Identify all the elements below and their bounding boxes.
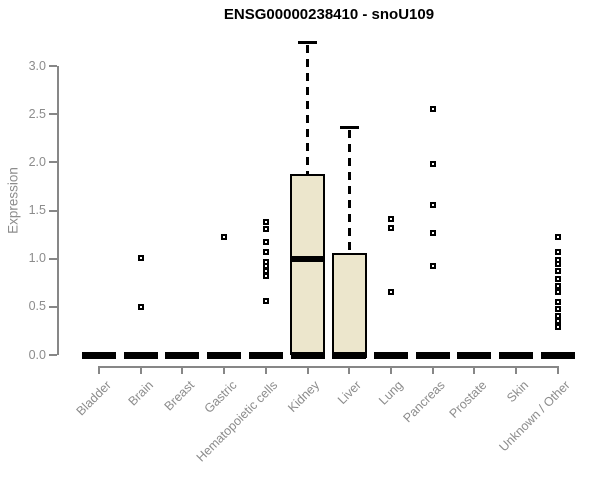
upper-whisker-cap-kidney [298,41,317,45]
y-tick-mark [49,257,57,260]
y-tick-label: 2.5 [28,106,46,121]
zero-bar-gastric [207,351,242,359]
box-kidney [290,173,325,355]
upper-whisker-cap-liver [339,126,359,130]
outlier-point-unknown-other [554,233,561,240]
outlier-point-brain [137,303,144,310]
outlier-point-unknown-other [554,324,561,331]
x-tick-mark [515,366,517,374]
y-tick-mark [49,65,57,67]
chart-title: ENSG00000238410 - snoU109 [223,6,435,23]
x-tick-label-hematopoietic-cells: Hematopoietic cells [194,378,281,465]
outlier-point-hematopoietic-cells [262,225,269,232]
outlier-point-pancreas [429,161,436,168]
outlier-point-lung [387,224,394,231]
x-tick-mark [139,366,142,374]
zero-bar-hematopoietic-cells [248,351,283,359]
zero-bar-breast [165,351,200,359]
upper-whisker-kidney [306,44,309,174]
y-tick-label: 3.0 [28,58,46,73]
outlier-point-unknown-other [554,282,561,289]
outlier-point-unknown-other [554,275,561,282]
y-tick-label: 1.5 [28,203,46,217]
outlier-point-unknown-other [554,299,561,306]
x-tick-mark [389,366,392,374]
box-liver [331,252,367,355]
outlier-point-hematopoietic-cells [262,239,269,246]
x-tick-label-liver: Liver [335,378,365,408]
y-tick-mark [49,305,57,308]
y-tick-mark [49,209,57,212]
y-tick-label: 2.0 [28,154,46,169]
x-tick-mark [431,366,434,374]
upper-whisker-liver [347,129,351,253]
zero-bar-unknown-other [540,351,575,359]
outlier-point-unknown-other [554,305,561,312]
x-tick-label-skin: Skin [503,378,531,406]
x-tick-mark [556,366,559,374]
outlier-point-unknown-other [554,312,561,319]
y-axis-line [57,66,59,355]
zero-bar-kidney [290,351,325,359]
outlier-point-lung [387,289,394,296]
outlier-point-unknown-other [554,261,561,268]
outlier-point-unknown-other [554,248,561,255]
outlier-point-pancreas [429,106,436,113]
x-tick-label-gastric: Gastric [201,378,240,416]
outlier-point-lung [387,216,394,223]
x-tick-mark [98,366,100,374]
x-tick-label-pancreas: Pancreas [400,378,448,426]
x-tick-label-prostate: Prostate [446,378,490,421]
outlier-point-pancreas [429,263,436,270]
y-tick-label: 0.0 [28,347,46,362]
zero-bar-prostate [457,351,492,359]
y-tick-label: 0.5 [28,299,46,314]
outlier-point-hematopoietic-cells [262,298,269,305]
y-tick-mark [49,113,57,116]
x-tick-mark [181,366,184,374]
zero-bar-lung [373,351,408,359]
zero-bar-brain [123,351,158,359]
outlier-point-gastric [221,234,228,241]
y-tick-label: 1.0 [28,251,46,266]
y-tick-mark [49,161,57,164]
outlier-point-pancreas [429,229,436,236]
outlier-point-hematopoietic-cells [262,219,269,226]
x-axis-line [99,366,559,368]
x-tick-label-bladder: Bladder [73,378,114,419]
x-tick-label-breast: Breast [161,378,198,414]
x-tick-mark [473,366,476,374]
outlier-point-hematopoietic-cells [262,273,269,279]
zero-bar-pancreas [415,351,450,359]
outlier-point-hematopoietic-cells [262,248,269,255]
median-line-kidney [290,255,325,262]
outlier-point-unknown-other [554,318,561,325]
x-tick-mark [348,366,351,374]
zero-bar-bladder [82,351,116,359]
x-tick-label-brain: Brain [125,378,156,409]
outlier-point-unknown-other [554,289,561,296]
x-tick-mark [223,366,226,374]
zero-bar-liver [332,351,367,359]
outlier-point-brain [137,254,144,261]
x-tick-label-kidney: Kidney [285,378,323,415]
zero-bar-skin [499,351,533,359]
outlier-point-pancreas [429,201,436,208]
x-tick-mark [306,366,309,374]
x-tick-label-unknown-other: Unknown / Other [496,378,573,455]
x-tick-mark [264,366,267,374]
x-tick-label-lung: Lung [376,378,406,408]
y-tick-mark [49,354,57,356]
outlier-point-unknown-other [554,268,561,275]
